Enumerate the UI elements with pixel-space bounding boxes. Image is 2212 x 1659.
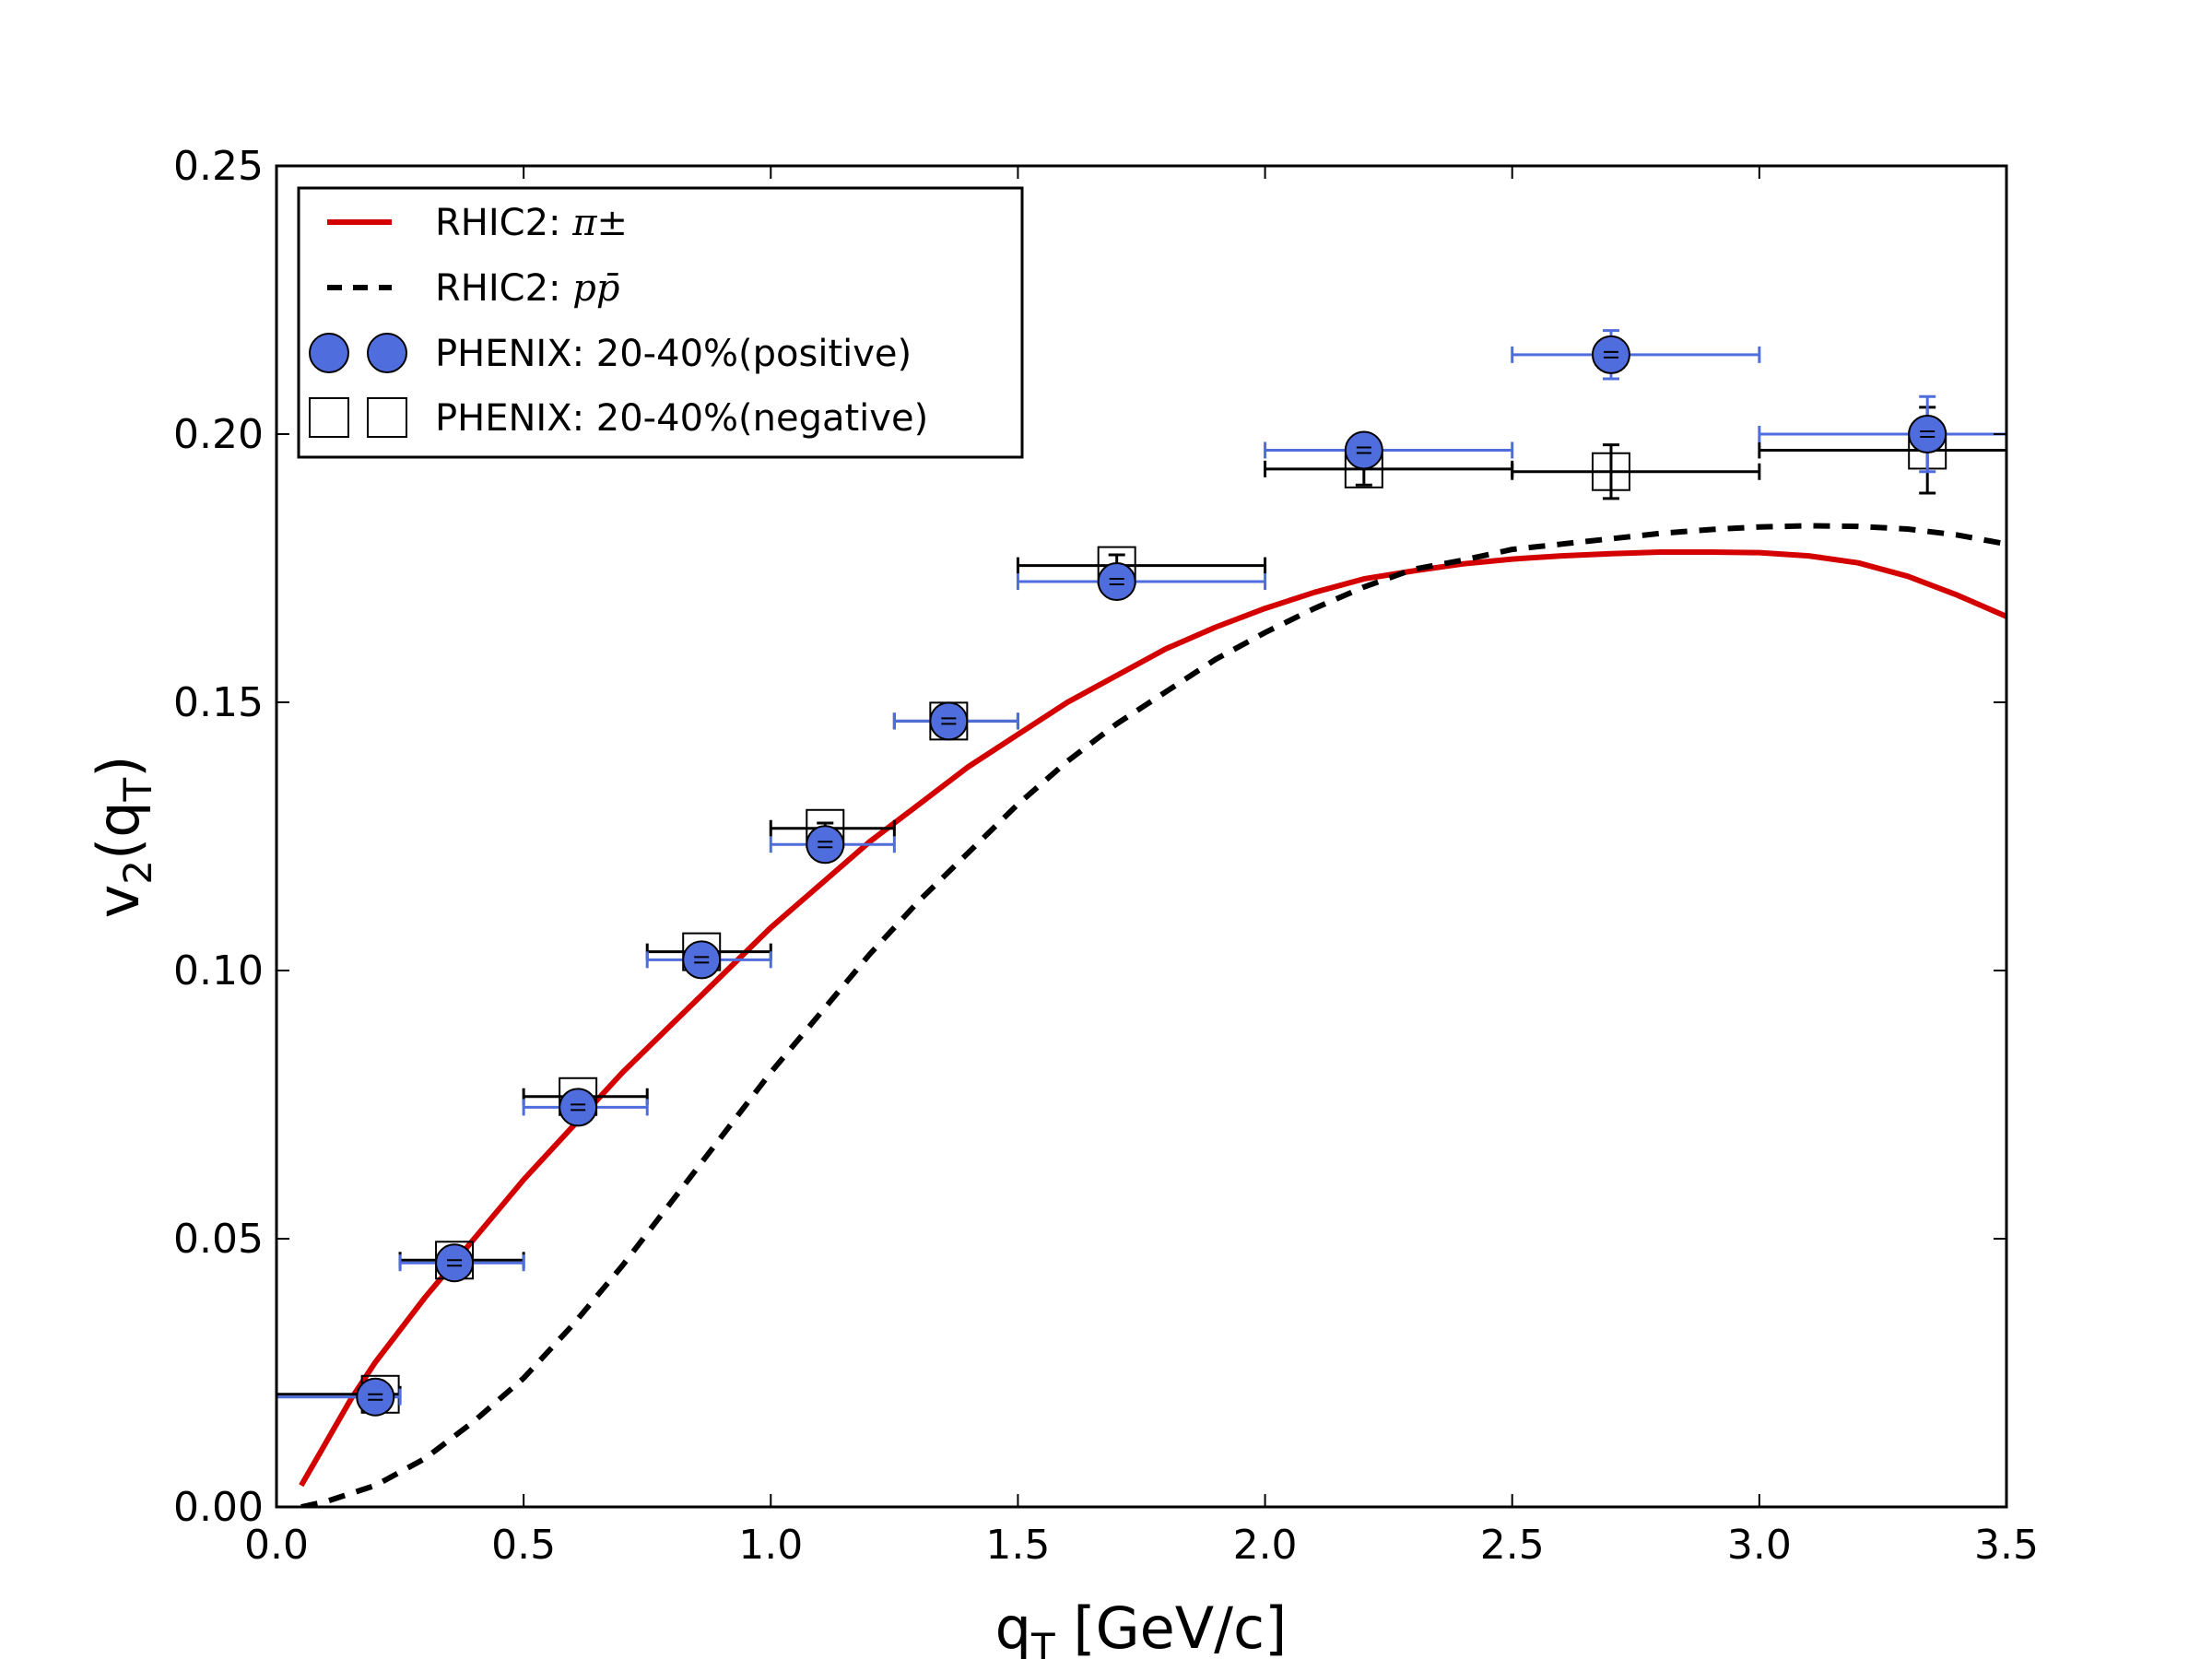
legend-label-positive: PHENIX: 20-40%(positive) — [435, 333, 912, 375]
data-point-positive — [806, 825, 845, 865]
axis-ticks: 0.0 0.5 1.0 1.5 2.0 2.5 3.0 3.5 0.00 0.05 0.10 0.15… — [173, 143, 2039, 1569]
y-axis-title-main: v — [85, 885, 152, 919]
curve-proton-dashed — [300, 523, 2006, 1507]
legend-marker-negative-1 — [309, 397, 349, 438]
data-point-positive — [1097, 562, 1136, 602]
curve-pion-solid — [299, 549, 2006, 1488]
series-points — [275, 329, 2008, 1417]
y-tick-label: 0.10 — [173, 947, 264, 994]
legend-marker-positive-1 — [309, 333, 349, 373]
data-point-positive — [356, 1377, 395, 1417]
data-point-positive — [1908, 415, 1947, 453]
x-tick-label: 3.0 — [1727, 1522, 1792, 1569]
series-positive — [275, 329, 2008, 1417]
data-point-positive — [1591, 335, 1630, 374]
y-tick-label: 0.15 — [173, 679, 264, 726]
legend-label-negative: PHENIX: 20-40%(negative) — [435, 397, 928, 440]
y-axis-title-sub: 2 — [115, 860, 160, 885]
legend-label-proton-text: RHIC2: — [435, 267, 572, 310]
y-tick-label: 0.05 — [173, 1216, 264, 1263]
y-tick-label: 0.20 — [173, 411, 264, 458]
data-point-positive — [929, 701, 969, 741]
y-axis-title-arg-sub: T — [115, 777, 160, 802]
x-tick-label: 1.5 — [985, 1522, 1050, 1569]
x-axis-title-unit: [GeV/c] — [1055, 1594, 1288, 1659]
y-tick-label: 0.25 — [173, 143, 264, 190]
legend-marker-negative-2 — [367, 397, 407, 438]
x-tick-label: 1.0 — [738, 1522, 803, 1569]
legend: RHIC2: π± RHIC2: pp̄ PHENIX: 20-40%(posi… — [297, 186, 1024, 459]
x-tick-label: 2.5 — [1480, 1522, 1545, 1569]
y-axis-title: v2(qT) — [85, 756, 160, 919]
legend-box — [297, 186, 1024, 459]
x-tick-label: 2.0 — [1233, 1522, 1298, 1569]
y-axis-title-group: v2(qT) — [85, 756, 160, 919]
x-axis-title: qT [GeV/c] — [995, 1594, 1288, 1659]
data-point-positive — [559, 1088, 598, 1127]
series-lines — [299, 523, 2006, 1507]
x-tick-label: 3.5 — [1974, 1522, 2039, 1569]
legend-label-pion-math: π± — [571, 202, 628, 244]
legend-label-proton: RHIC2: pp̄ — [435, 267, 619, 310]
data-point-negative — [1591, 452, 1630, 491]
data-point-positive — [682, 940, 722, 980]
x-axis-title-main: q — [995, 1594, 1031, 1659]
legend-label-proton-math: pp̄ — [572, 267, 619, 310]
data-point-positive — [1344, 430, 1383, 470]
y-axis-title-close: ) — [85, 756, 152, 778]
legend-label-pion: RHIC2: π± — [435, 202, 628, 244]
plot-frame — [275, 164, 2008, 1509]
x-tick-label: 0.5 — [491, 1522, 556, 1569]
x-tick-label: 0.0 — [244, 1522, 309, 1569]
x-axis-title-sub: T — [1030, 1625, 1055, 1659]
y-axis-title-arg: (q — [85, 801, 152, 860]
legend-label-pion-text: RHIC2: — [435, 202, 572, 244]
data-point-positive — [435, 1243, 475, 1283]
y-tick-label: 0.00 — [173, 1484, 264, 1531]
legend-marker-positive-2 — [367, 333, 407, 373]
